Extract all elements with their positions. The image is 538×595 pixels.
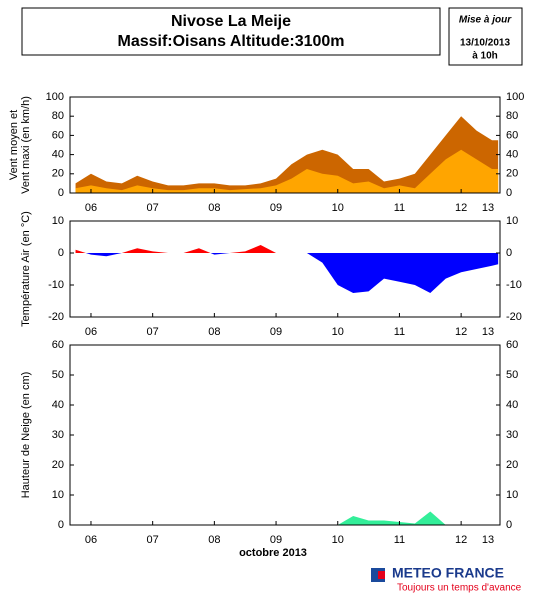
y2-tick-label: 20: [506, 168, 518, 180]
plot: [75, 116, 499, 193]
update-date: 13/10/2013: [460, 38, 510, 49]
x-tick-label: 12: [455, 534, 467, 546]
y-tick-label: 30: [52, 429, 64, 441]
area: [75, 253, 499, 293]
plot-frame: [69, 344, 501, 526]
y-tick-label: 100: [46, 91, 64, 103]
x-tick-label: 09: [270, 534, 282, 546]
x-tick-label: 10: [332, 534, 344, 546]
y-tick-label: 0: [58, 519, 64, 531]
y2-tick-label: 10: [506, 215, 518, 227]
x-tick-label: 08: [208, 534, 220, 546]
x-tick-label: 06: [85, 202, 97, 214]
y2-tick-label: 60: [506, 129, 518, 141]
y2-tick-label: 30: [506, 429, 518, 441]
y-tick-label: 50: [52, 369, 64, 381]
y-axis-label: Vent maxi (en km/h): [20, 96, 32, 194]
plot: [75, 511, 499, 525]
y2-tick-label: 0: [506, 519, 512, 531]
logo-tagline: Toujours un temps d'avance: [397, 583, 522, 594]
y2-tick-label: 60: [506, 339, 518, 351]
title: Massif:Oisans Altitude:3100m: [117, 33, 344, 50]
y-tick-label: 20: [52, 459, 64, 471]
y2-tick-label: 10: [506, 489, 518, 501]
x-tick-label: 11: [394, 326, 405, 338]
y-tick-label: 20: [52, 168, 64, 180]
area: [75, 511, 499, 525]
y2-tick-label: 80: [506, 110, 518, 122]
logo-icon: [378, 571, 385, 579]
x-tick-label: 08: [208, 202, 220, 214]
y-axis-label: Hauteur de Neige (en cm): [20, 372, 32, 499]
x-tick-label: 08: [208, 326, 220, 338]
x-tick-label: 07: [147, 326, 159, 338]
x-tick-label: 12: [455, 202, 467, 214]
update-box: [448, 7, 523, 66]
y-tick-label: -20: [48, 311, 64, 323]
y-tick-label: 40: [52, 149, 64, 161]
y-tick-label: 60: [52, 339, 64, 351]
y2-tick-label: 40: [506, 399, 518, 411]
update-time: à 10h: [472, 51, 498, 62]
y2-tick-label: 40: [506, 149, 518, 161]
y2-tick-label: 20: [506, 459, 518, 471]
logo-name: METEO FRANCE: [392, 565, 504, 581]
y-tick-label: 10: [52, 489, 64, 501]
x-tick-label: 09: [270, 202, 282, 214]
y2-tick-label: -20: [506, 311, 522, 323]
x-tick-label: 13: [482, 202, 494, 214]
y-axis-label: Vent moyen et: [8, 110, 20, 180]
x-tick-label: 11: [394, 202, 405, 214]
y2-tick-label: 50: [506, 369, 518, 381]
y2-tick-label: 100: [506, 91, 524, 103]
y-tick-label: 0: [58, 247, 64, 259]
y-tick-label: -10: [48, 279, 64, 291]
x-tick-label: 09: [270, 326, 282, 338]
x-tick-label: 12: [455, 326, 467, 338]
plot-frame: [69, 96, 501, 194]
x-tick-label: 06: [85, 326, 97, 338]
title-box: [21, 7, 441, 56]
plot: [75, 245, 499, 293]
area: [75, 149, 499, 193]
title: Nivose La Meije: [171, 13, 291, 30]
x-tick-label: 13: [482, 534, 494, 546]
x-tick-label: 13: [482, 326, 494, 338]
y-tick-label: 80: [52, 110, 64, 122]
y-axis-label: Température Air (en °C): [20, 211, 32, 327]
y-tick-label: 0: [58, 187, 64, 199]
x-tick-label: 07: [147, 202, 159, 214]
x-tick-label: 10: [332, 202, 344, 214]
x-tick-label: 10: [332, 326, 344, 338]
x-tick-label: 07: [147, 534, 159, 546]
plot-frame: [69, 220, 501, 318]
y-tick-label: 60: [52, 129, 64, 141]
y-tick-label: 10: [52, 215, 64, 227]
y2-tick-label: 0: [506, 187, 512, 199]
y2-tick-label: -10: [506, 279, 522, 291]
x-tick-label: 11: [394, 534, 405, 546]
y-tick-label: 40: [52, 399, 64, 411]
y2-tick-label: 0: [506, 247, 512, 259]
x-tick-label: 06: [85, 534, 97, 546]
update-label: Mise à jour: [459, 15, 512, 26]
x-axis-label: octobre 2013: [239, 547, 307, 559]
